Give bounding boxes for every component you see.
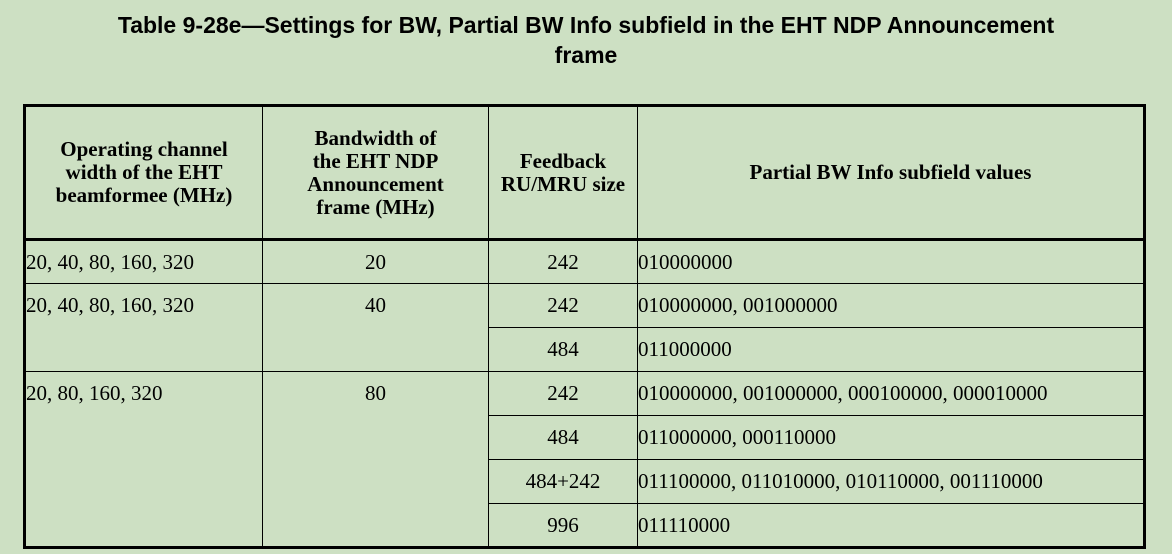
table-row: 20, 80, 160, 320 80 242 010000000, 00100… [24, 371, 1145, 548]
settings-table: Operating channel width of the EHT beamf… [23, 104, 1146, 549]
partial-bw-values-cell: 010000000, 001000000, 000100000, 0000100… [637, 371, 1145, 416]
partial-bw-values-cell: 011000000 [637, 327, 1145, 372]
ru-size-cell: 242 [488, 371, 638, 416]
bandwidth-cell: 20 [262, 239, 489, 284]
header-operating-channel-width: Operating channel width of the EHT beamf… [24, 105, 263, 241]
operating-width-cell: 20, 40, 80, 160, 320 [24, 283, 263, 372]
table-caption-line-2: frame [554, 42, 618, 68]
bandwidth-cell: 80 [262, 371, 489, 548]
ru-size-cell: 996 [488, 503, 638, 548]
header-feedback-ru-size: Feedback RU/MRU size [488, 105, 638, 241]
table-caption-line-1: Table 9-28e—Settings for BW, Partial BW … [117, 12, 1055, 38]
partial-bw-values-cell: 011110000 [637, 503, 1145, 548]
table-row: 484+242 011100000, 011010000, 010110000,… [25, 459, 1145, 504]
bandwidth-cell: 40 [262, 283, 489, 372]
table-row: 20, 40, 80, 160, 320 40 242 010000000, 0… [24, 283, 1145, 372]
ru-size-cell: 242 [488, 239, 638, 284]
table-row: 20, 40, 80, 160, 320 20 242 010000000 [24, 239, 1145, 284]
ru-size-cell: 484 [488, 415, 638, 460]
partial-bw-values-cell: 011000000, 000110000 [637, 415, 1145, 460]
ru-size-cell: 242 [488, 283, 638, 328]
operating-width-cell: 20, 40, 80, 160, 320 [24, 239, 263, 284]
table-row: 484 011000000 [25, 327, 1145, 372]
operating-width-cell: 20, 80, 160, 320 [24, 371, 263, 548]
partial-bw-values-cell: 011100000, 011010000, 010110000, 0011100… [637, 459, 1145, 504]
header-partial-bw-info-values: Partial BW Info subfield values [637, 105, 1145, 241]
partial-bw-values-cell: 010000000, 001000000 [637, 283, 1145, 328]
ru-size-cell: 484 [488, 327, 638, 372]
partial-bw-values-cell: 010000000 [637, 239, 1145, 284]
header-row: Operating channel width of the EHT beamf… [24, 105, 1145, 241]
ru-size-cell: 484+242 [488, 459, 638, 504]
header-ndp-bandwidth: Bandwidth of the EHT NDP Announcement fr… [262, 105, 489, 241]
table-row: 996 011110000 [25, 503, 1145, 548]
table-caption: Table 9-28e—Settings for BW, Partial BW … [0, 10, 1172, 70]
